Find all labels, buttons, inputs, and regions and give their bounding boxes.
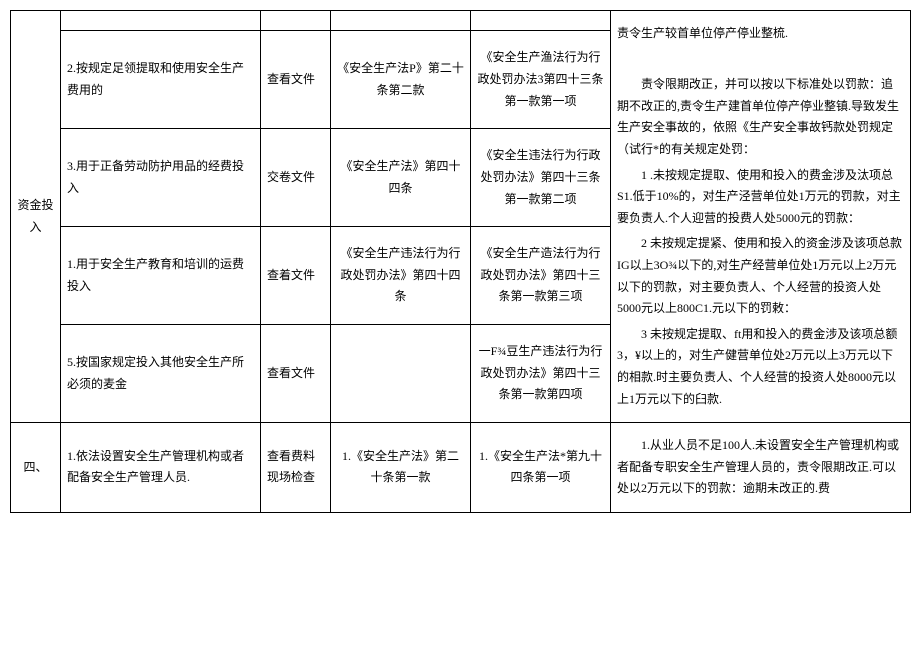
row1-method: 查看文件 — [261, 31, 331, 129]
regulation-table: 资金投入 责令生产较首单位停产停业整梳. 责令限期改正，并可以按以下标准处以罚款… — [10, 10, 911, 513]
consequence-p1: 责令限期改正，并可以按以下标准处以罚款：追期不改正的,责令生产建首单位停产停业整… — [617, 74, 904, 160]
section2-consequence: 1.从业人员不足100人.未设置安全生产管理机构或者配备专职安全生产管理人员的，… — [611, 423, 911, 513]
row1-ref: 《安全生产渔法行为行政处罚办法3第四十三条第一款第一项 — [471, 31, 611, 129]
row3-item: 1.用于安全生产教育和培训的运费投入 — [61, 227, 261, 325]
row4-ref: 一F¾豆生产违法行为行政处罚办法》第四十三条第一款第四项 — [471, 325, 611, 423]
row4-method: 查看文件 — [261, 325, 331, 423]
section2-item: 1.依法设置安全生产管理机构或者配备安全生产管理人员. — [61, 423, 261, 513]
row3-method: 查着文件 — [261, 227, 331, 325]
empty-cell — [331, 11, 471, 31]
section2-ref: 1.《安全生产法*第九十四条第一项 — [471, 423, 611, 513]
section1-col1: 资金投入 — [11, 11, 61, 423]
section2-basis: 1.《安全生产法》第二十条第一款 — [331, 423, 471, 513]
empty-cell — [61, 11, 261, 31]
row3-basis: 《安全生产违法行为行政处罚办法》第四十四条 — [331, 227, 471, 325]
consequence-top: 责令生产较首单位停产停业整梳. — [617, 23, 904, 45]
row1-item: 2.按规定足领提取和使用安全生产费用的 — [61, 31, 261, 129]
section2-consequence-text: 1.从业人员不足100人.未设置安全生产管理机构或者配备专职安全生产管理人员的，… — [617, 435, 904, 500]
row1-basis: 《安全生产法P》第二十条第二款 — [331, 31, 471, 129]
row2-item: 3.用于正备劳动防护用品的经费投入 — [61, 129, 261, 227]
consequence-p2: 1 .未按规定提取、使用和投入的费金涉及汰项总S1.低于10%的，对生产泾营单位… — [617, 165, 904, 230]
consequence-p4: 3 未按规定提取、ft用和投入的费金涉及该项总额3，¥以上的，对生产健营单位处2… — [617, 324, 904, 410]
empty-cell — [261, 11, 331, 31]
row3-ref: 《安全生产造法行为行政处罚办法》第四十三条第一款第三项 — [471, 227, 611, 325]
section1-consequence: 责令生产较首单位停产停业整梳. 责令限期改正，并可以按以下标准处以罚款：追期不改… — [611, 11, 911, 423]
row2-basis: 《安全生产法》第四十四条 — [331, 129, 471, 227]
row2-ref: 《安全生违法行为行政处罚办法》第四十三条第一款第二项 — [471, 129, 611, 227]
row2-method: 交卷文件 — [261, 129, 331, 227]
row4-item: 5.按国家规定投入其他安全生产所必须的麦金 — [61, 325, 261, 423]
row4-basis — [331, 325, 471, 423]
section2-col1: 四、 — [11, 423, 61, 513]
consequence-p3: 2 未按规定提紧、使用和投入的资金涉及该项总款IG以上3O¾以下的,对生产经营单… — [617, 233, 904, 319]
section2-method: 查看费料 现场检查 — [261, 423, 331, 513]
empty-cell — [471, 11, 611, 31]
